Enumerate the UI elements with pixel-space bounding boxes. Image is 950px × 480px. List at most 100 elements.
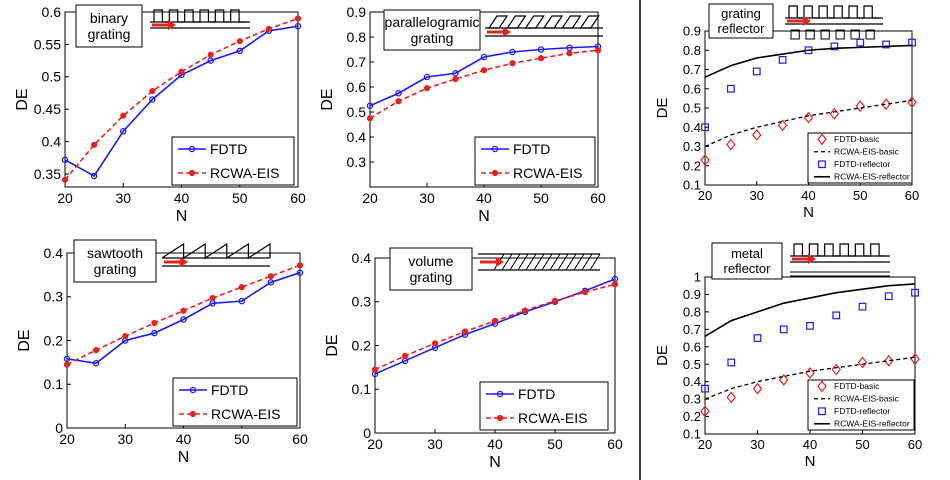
title-box: [711, 242, 783, 280]
data-point: [395, 90, 402, 97]
data-point: [911, 288, 919, 297]
x-tick-label: 50: [547, 436, 563, 452]
y-tick-label: 0: [55, 420, 63, 436]
y-tick-label: 0.6: [683, 339, 701, 354]
series-line: [369, 49, 599, 119]
y-axis-label: DE: [654, 98, 671, 119]
y-tick-label: 0.2: [352, 337, 372, 353]
data-point: [537, 46, 545, 53]
x-tick-label: 60: [590, 190, 606, 206]
data-point: [818, 160, 826, 169]
y-tick-label: 0.5: [683, 101, 701, 116]
chart-title: sawtooth: [87, 245, 143, 261]
data-point: [881, 98, 891, 111]
series-line: [64, 25, 299, 178]
y-tick-label: 0.4: [683, 120, 701, 135]
data-point: [594, 47, 602, 54]
data-point: [238, 284, 245, 291]
y-tick-label: 0.4: [683, 374, 701, 389]
x-tick-label: 50: [234, 431, 250, 447]
series-line: [704, 99, 913, 148]
y-tick-label: 0.3: [352, 294, 372, 310]
legend: FDTD RCWA-EIS: [479, 381, 609, 431]
data-point: [491, 169, 499, 177]
data-point: [566, 50, 573, 57]
legend: FDTD-basic RCWA-EIS-basic FDTD-reflector RC…: [807, 132, 913, 184]
data-point: [882, 40, 891, 49]
title-box: [389, 247, 473, 291]
y-tick-label: 0: [363, 425, 371, 441]
series-fdtd-reflector: [701, 288, 919, 393]
reflector-tooth: [805, 29, 815, 40]
data-point: [188, 145, 196, 153]
x-axis-label: N: [489, 454, 501, 471]
legend-box: [807, 132, 913, 184]
x-tick-label: 30: [427, 436, 443, 452]
data-point: [122, 333, 129, 340]
data-point: [832, 311, 841, 320]
data-point: [296, 262, 304, 269]
volume-fringe: [533, 253, 545, 271]
data-point: [491, 145, 499, 153]
data-point: [207, 51, 214, 58]
y-axis-label: DE: [324, 334, 341, 356]
y-tick-label: 0.9: [683, 287, 701, 302]
x-tick-label: 20: [362, 190, 378, 206]
volume-fringe: [557, 253, 569, 271]
series-rcwa-eis: [371, 281, 619, 373]
legend-label: RCWA-EIS-reflector: [834, 172, 910, 182]
data-point: [496, 414, 504, 422]
data-point: [366, 102, 374, 110]
series-line: [64, 17, 299, 181]
y-tick-label: 0.8: [347, 29, 367, 45]
data-point: [149, 96, 156, 103]
chart-panel-1: 20 30 40 50 60 0.35 0.4 0.45 0.5 0.55 0.6 N DE binary…: [14, 4, 306, 225]
chart-panel-2: 20 30 40 50 60 0.3 0.4 0.5 0.6 0.7 0.8 0.9 N DE parall…: [319, 4, 606, 225]
x-tick-label: 60: [290, 190, 306, 206]
y-tick-label: 0.55: [34, 36, 61, 52]
grating-schematic: [785, 5, 883, 40]
y-tick-label: 0.3: [347, 154, 367, 170]
legend-box: [474, 136, 596, 186]
y-tick-label: 0.5: [42, 69, 62, 85]
x-tick-label: 40: [801, 188, 815, 203]
y-tick-label: 0.5: [347, 104, 367, 120]
data-point: [806, 321, 814, 330]
y-tick-label: 0.7: [683, 62, 701, 77]
reflector-tooth: [835, 29, 845, 40]
chart-title: reflector: [724, 261, 772, 276]
data-point: [509, 60, 516, 67]
x-tick-label: 40: [487, 436, 503, 452]
legend-label: RCWA-EIS-basic: [834, 147, 900, 157]
data-point: [371, 366, 379, 373]
series-line: [374, 283, 616, 371]
x-tick-label: 20: [698, 437, 712, 452]
data-point: [805, 366, 815, 379]
data-point: [537, 55, 545, 62]
legend-label: FDTD-basic: [834, 134, 880, 144]
data-point: [267, 273, 274, 280]
x-axis-label: N: [176, 208, 188, 225]
y-tick-label: 0.1: [683, 427, 701, 442]
grating-teeth: [793, 243, 886, 257]
data-point: [423, 73, 431, 81]
grating-schematic: [478, 253, 601, 271]
data-point: [401, 352, 409, 360]
data-point: [265, 25, 272, 32]
data-point: [452, 70, 459, 77]
data-point: [496, 390, 504, 398]
data-point: [752, 382, 763, 395]
legend-box: [807, 379, 915, 431]
grating-schematic: [485, 15, 603, 37]
y-tick-label: 0.6: [42, 4, 62, 20]
data-point: [521, 307, 529, 314]
y-tick-label: 0.8: [683, 43, 701, 58]
y-tick-label: 0.6: [347, 79, 367, 95]
data-point: [120, 128, 127, 135]
data-point: [395, 98, 402, 105]
x-tick-label: 40: [476, 190, 492, 206]
data-point: [818, 407, 826, 416]
volume-fringe: [549, 253, 561, 271]
y-tick-label: 0.8: [683, 304, 701, 319]
